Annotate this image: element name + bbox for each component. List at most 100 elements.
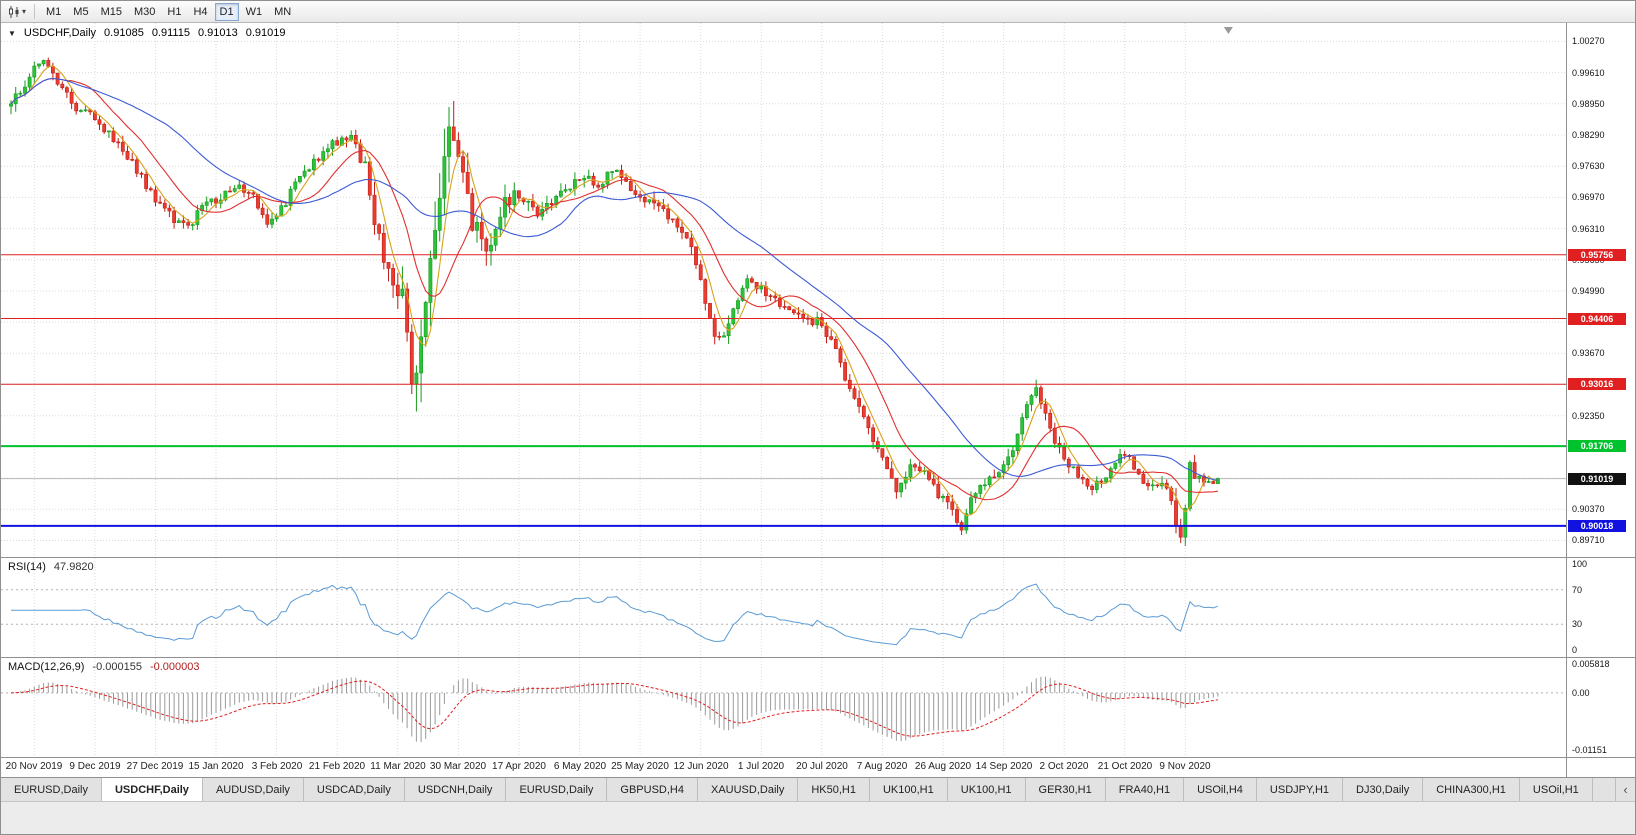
date-axis-label: 3 Feb 2020 [251,761,303,772]
chevron-down-icon: ▾ [22,7,27,16]
rsi-axis-label: 0 [1572,645,1578,655]
price-axis-label: 0.90370 [1572,504,1605,515]
ohlc-high-value: 0.91115 [151,27,190,39]
date-axis-label: 30 Mar 2020 [429,761,487,772]
chart-tab-xauusd-daily[interactable]: XAUUSD,Daily [698,778,799,801]
price-axis: 1.00270 0.99610 0.98950 0.98290 0.97630 0.969… [1566,23,1635,777]
date-axis-label: 21 Feb 2020 [308,761,366,772]
level-price-badge: 0.95756 [1568,249,1626,261]
chart-tab-hk50-h1[interactable]: HK50,H1 [798,778,870,801]
pane-splitter[interactable] [1,557,1635,558]
timeframe-button-h4[interactable]: H4 [188,3,212,21]
macd-axis-label: 0.00 [1572,687,1590,698]
chart-tab-uk100-h1[interactable]: UK100,H1 [948,778,1026,801]
ohlc-close-value: 0.91019 [245,27,286,39]
chart-tab-gbpusd-h4[interactable]: GBPUSD,H4 [607,778,698,801]
ohlc-low-value: 0.91013 [197,27,238,39]
date-axis-label: 6 May 2020 [553,761,607,772]
chart-title-bar: ▼ USDCHF,Daily 0.91085 0.91115 0.91013 0… [8,27,285,39]
date-axis-label: 14 Sep 2020 [975,761,1033,772]
chart-tab-uk100-h1[interactable]: UK100,H1 [870,778,948,801]
level-price-badge: 0.94406 [1568,313,1626,325]
timeframe-button-h1[interactable]: H1 [162,3,186,21]
time-axis-separator [1,757,1635,758]
chart-type-button[interactable]: ▾ [4,3,29,21]
chart-tab-china300-h1[interactable]: CHINA300,H1 [1423,778,1520,801]
rsi-axis-label: 100 [1572,559,1588,569]
date-axis-label: 20 Jul 2020 [796,761,848,772]
chart-tab-usdchf-daily[interactable]: USDCHF,Daily [101,778,203,801]
price-axis-label: 0.92350 [1572,410,1605,421]
timeframe-buttons-group: M1 M5 M15 M30 H1 H4 D1 W1 MN [40,2,297,21]
level-price-badge: 0.90018 [1568,520,1626,532]
toolbar-separator [34,4,36,19]
price-axis-label: 0.94990 [1572,285,1605,296]
rsi-label-bar: RSI(14) 47.9820 [8,561,94,573]
date-axis-label: 2 Oct 2020 [1039,761,1089,772]
date-axis-label: 11 Mar 2020 [370,761,426,772]
rsi-value: 47.9820 [53,561,94,573]
chart-tab-eurusd-daily[interactable]: EURUSD,Daily [506,778,608,801]
date-axis-label: 9 Nov 2020 [1159,761,1211,772]
time-axis: 20 Nov 2019 9 Dec 2019 27 Dec 2019 15 Jan 2… [1,758,1566,777]
chart-tabs: EURUSD,Daily USDCHF,Daily AUDUSD,Daily USDC… [1,778,1593,801]
timeframe-button-m15[interactable]: M15 [96,3,127,21]
pane-splitter[interactable] [1,657,1635,658]
macd-label-bar: MACD(12,26,9) -0.000155 -0.000003 [8,661,200,673]
rsi-indicator-label: RSI(14) [8,561,46,573]
rsi-indicator-chart[interactable] [1,558,1566,657]
timeframe-toolbar: ▾ M1 M5 M15 M30 H1 H4 D1 W1 MN [1,1,1635,23]
level-price-badge: 0.91706 [1568,440,1626,452]
rsi-axis-label: 30 [1572,619,1583,630]
chart-tab-dj30-daily[interactable]: DJ30,Daily [1343,778,1424,801]
chart-tab-usoil-h4[interactable]: USOil,H4 [1184,778,1257,801]
date-axis-label: 25 May 2020 [611,761,669,772]
chart-tab-usdcnh-daily[interactable]: USDCNH,Daily [405,778,507,801]
chart-tabs-bar: EURUSD,Daily USDCHF,Daily AUDUSD,Daily USDC… [1,777,1635,801]
price-axis-label: 0.99610 [1572,67,1605,78]
macd-indicator-label: MACD(12,26,9) [8,661,85,673]
date-axis-label: 17 Apr 2020 [492,761,546,772]
timeframe-button-d1[interactable]: D1 [214,2,239,21]
chart-window: ▼ USDCHF,Daily 0.91085 0.91115 0.91013 0… [1,23,1635,777]
date-axis-label: 27 Dec 2019 [126,761,184,772]
chart-tab-eurusd-daily[interactable]: EURUSD,Daily [1,778,102,801]
price-axis-label: 0.98290 [1572,129,1605,140]
macd-main-value: -0.000155 [92,661,142,673]
chart-tab-ger30-h1[interactable]: GER30,H1 [1026,778,1106,801]
date-axis-label: 7 Aug 2020 [856,761,908,772]
date-axis-label: 20 Nov 2019 [5,761,63,772]
price-axis-label: 1.00270 [1572,36,1605,47]
price-axis-label: 0.96970 [1572,192,1605,203]
chart-tab-usdjpy-h1[interactable]: USDJPY,H1 [1257,778,1344,801]
date-axis-label: 12 Jun 2020 [673,761,729,772]
status-strip [1,801,1635,834]
date-axis-label: 26 Aug 2020 [914,761,972,772]
price-axis-label: 0.89710 [1572,535,1605,546]
ohlc-open-value: 0.91085 [104,27,144,39]
tab-scroll-left-button[interactable]: ‹ [1615,778,1635,801]
chart-tab-usoil-h1[interactable]: USOil,H1 [1520,778,1593,801]
chart-tab-fra40-h1[interactable]: FRA40,H1 [1106,778,1185,801]
price-axis-label: 0.97630 [1572,161,1605,172]
chart-tab-audusd-daily[interactable]: AUDUSD,Daily [203,778,304,801]
macd-indicator-chart[interactable] [1,658,1566,757]
macd-axis-label: -0.01151 [1572,745,1607,755]
macd-axis-label: 0.005818 [1572,659,1610,669]
symbol-timeframe-label: USDCHF,Daily [23,27,97,39]
price-axis-label: 0.93670 [1572,348,1605,359]
price-chart[interactable] [1,23,1566,557]
timeframe-button-w1[interactable]: W1 [241,3,268,21]
level-price-badge: 0.93016 [1568,378,1626,390]
price-axis-label: 0.98950 [1572,98,1605,109]
timeframe-button-m1[interactable]: M1 [41,3,66,21]
timeframe-button-mn[interactable]: MN [269,3,296,21]
date-axis-label: 21 Oct 2020 [1097,761,1153,772]
timeframe-button-m5[interactable]: M5 [68,3,93,21]
date-axis-label: 15 Jan 2020 [188,761,244,772]
price-axis-label: 0.96310 [1572,223,1605,234]
collapse-triangle-icon[interactable]: ▼ [8,28,16,38]
candlestick-chart-icon [9,5,19,18]
chart-tab-usdcad-daily[interactable]: USDCAD,Daily [304,778,405,801]
timeframe-button-m30[interactable]: M30 [129,3,160,21]
